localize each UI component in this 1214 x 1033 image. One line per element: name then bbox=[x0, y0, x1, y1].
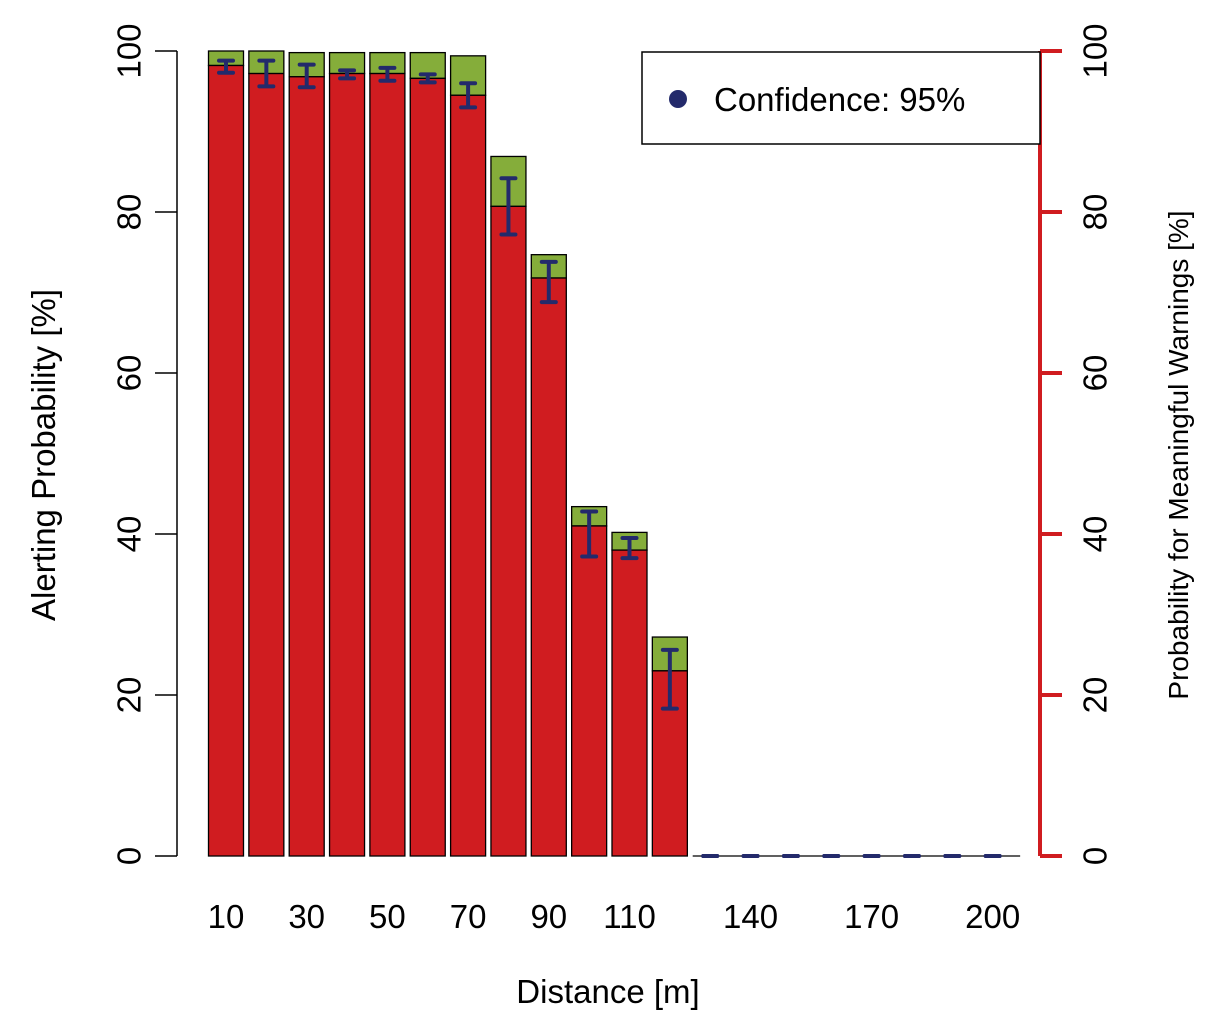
y-axis-label: Alerting Probability [%] bbox=[25, 289, 62, 621]
y-tick-label: 60 bbox=[111, 355, 148, 392]
error-bars-layer bbox=[217, 58, 1002, 858]
legend: Confidence: 95% bbox=[641, 51, 1041, 145]
error-bar bbox=[459, 81, 478, 110]
y2-tick-label: 100 bbox=[1077, 23, 1114, 78]
bar-alerting bbox=[248, 72, 285, 857]
y2-tick-label: 0 bbox=[1077, 847, 1114, 865]
x-tick-label: 140 bbox=[723, 898, 778, 935]
error-bar bbox=[660, 647, 679, 711]
error-bar bbox=[378, 65, 397, 83]
y2-tick-label: 20 bbox=[1077, 677, 1114, 714]
bar-alerting bbox=[207, 64, 245, 857]
error-bar bbox=[257, 58, 276, 89]
y-tick-label: 0 bbox=[111, 847, 148, 865]
y-tick-label: 40 bbox=[111, 516, 148, 553]
y2-axis-label: Probability for Meaningful Warnings [%] bbox=[1163, 210, 1194, 699]
x-tick-label: 70 bbox=[450, 898, 487, 935]
y-tick-label: 20 bbox=[111, 677, 148, 714]
error-bar bbox=[297, 62, 316, 90]
legend-dot-icon bbox=[669, 90, 687, 108]
bar-alerting bbox=[530, 277, 567, 857]
error-bar bbox=[620, 536, 639, 561]
x-tick-label: 90 bbox=[530, 898, 567, 935]
y2-tick-label: 40 bbox=[1077, 516, 1114, 553]
x-tick-label: 10 bbox=[208, 898, 245, 935]
legend-label: Confidence: 95% bbox=[714, 81, 965, 118]
y-tick-label: 80 bbox=[111, 194, 148, 231]
axes-layer: 0 20 40 60 80 100 0 20 40 60 80 100 10 30 50 70 90 110 140… bbox=[111, 23, 1114, 935]
y-tick-label: 100 bbox=[111, 23, 148, 78]
bar-alerting bbox=[571, 525, 608, 857]
x-tick-label: 200 bbox=[965, 898, 1020, 935]
bar-alerting bbox=[490, 205, 527, 857]
legend-box bbox=[641, 51, 1041, 145]
bar-alerting bbox=[288, 76, 325, 857]
x-tick-label: 170 bbox=[844, 898, 899, 935]
bar-alerting bbox=[328, 72, 366, 857]
bar-alerting bbox=[449, 94, 487, 857]
x-tick-label: 50 bbox=[369, 898, 406, 935]
y2-tick-label: 60 bbox=[1077, 355, 1114, 392]
error-bar bbox=[418, 72, 437, 85]
bar-alerting bbox=[409, 77, 446, 857]
x-axis-label: Distance [m] bbox=[516, 973, 699, 1010]
x-tick-label: 110 bbox=[603, 898, 656, 935]
error-bar bbox=[217, 58, 235, 75]
error-bar bbox=[539, 259, 558, 305]
bar-alerting bbox=[369, 72, 406, 857]
error-bar bbox=[499, 176, 518, 237]
error-bar bbox=[580, 509, 599, 559]
x-tick-label: 30 bbox=[288, 898, 325, 935]
bar-alerting bbox=[611, 549, 648, 857]
bars-layer bbox=[207, 50, 1021, 857]
error-bar bbox=[338, 68, 357, 81]
y2-tick-label: 80 bbox=[1077, 194, 1114, 231]
